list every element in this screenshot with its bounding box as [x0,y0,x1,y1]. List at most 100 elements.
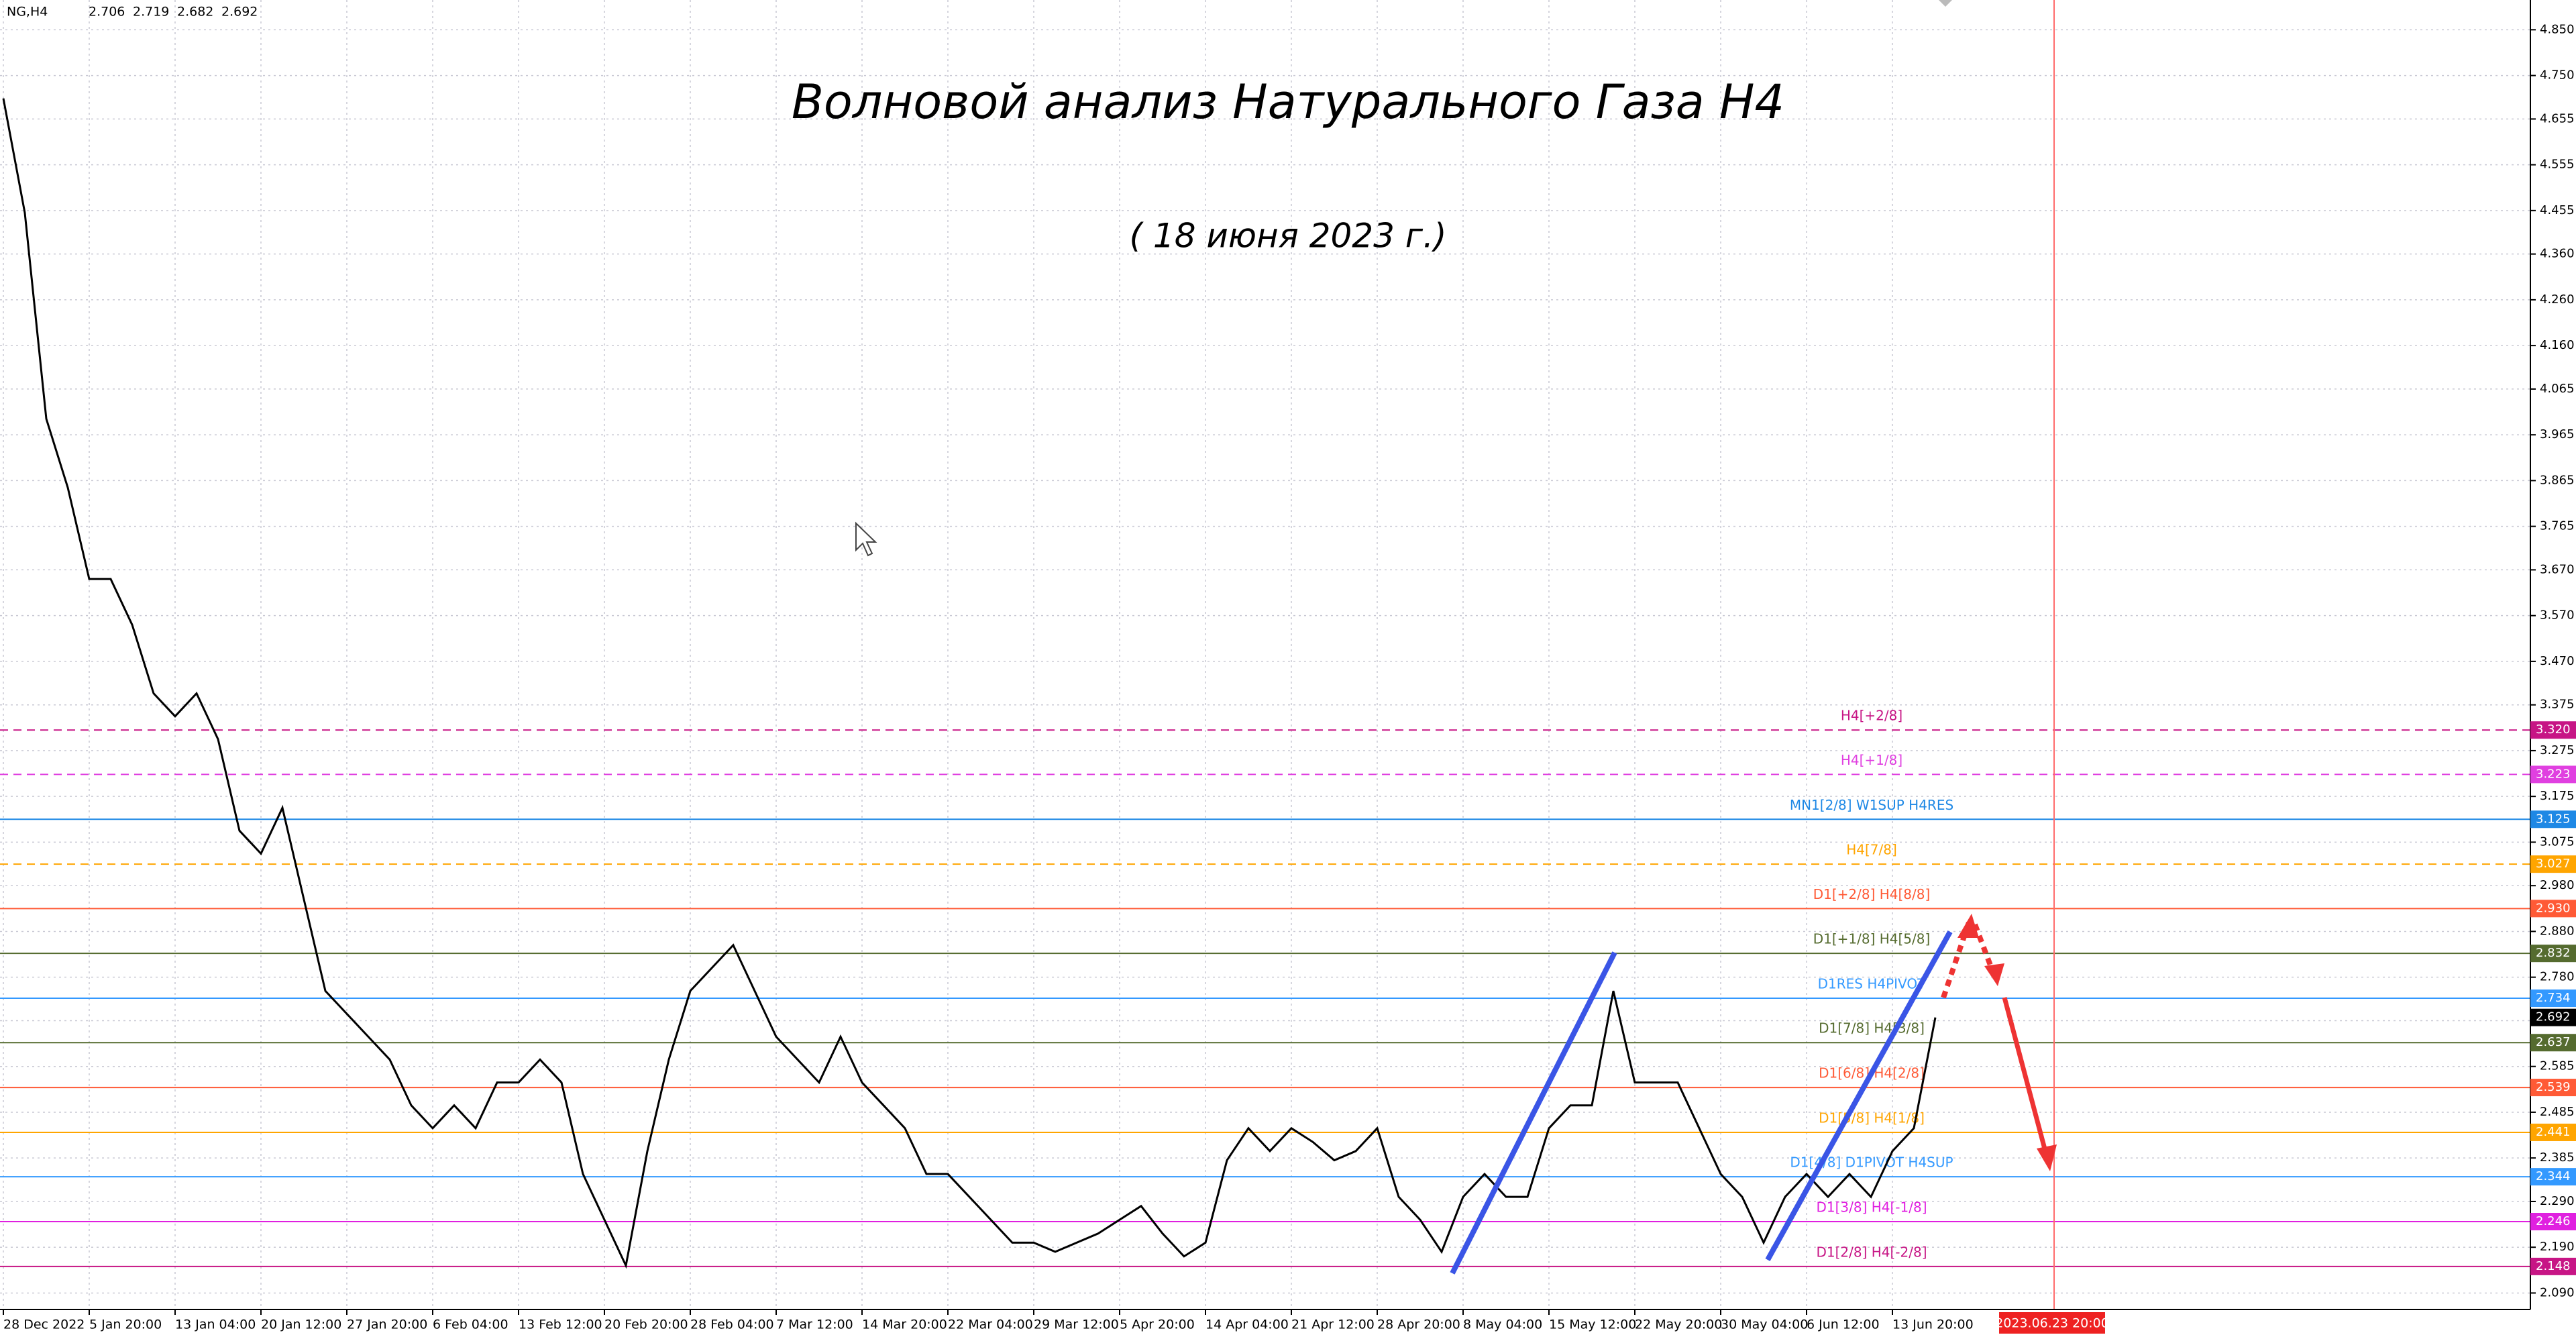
x-tick-label: 6 Jun 12:00 [1807,1318,1880,1332]
x-tick-label: 14 Mar 20:00 [862,1318,947,1332]
price-axis [2530,0,2576,1339]
x-tick-label: 22 May 20:00 [1635,1318,1722,1332]
x-tick-label: 27 Jan 20:00 [347,1318,427,1332]
y-tick-label: 2.290 [2540,1194,2575,1208]
time-marker-label: 2023.06.23 20:00 [1995,1316,2109,1331]
chart-title: Волновой анализ Натурального Газа H4 [792,74,1784,129]
y-tick-label: 3.570 [2540,608,2575,623]
ohlc-value: 2.682 [177,5,213,19]
y-tick-label: 4.260 [2540,292,2575,307]
y-tick-label: 3.865 [2540,473,2575,487]
level-label: D1[4/8] D1PIVOT H4SUP [1790,1155,1953,1171]
x-tick-label: 13 Jan 04:00 [175,1318,256,1332]
arrow-head [1984,963,2004,986]
level-price-box [2530,855,2576,873]
y-tick-label: 2.190 [2540,1240,2575,1254]
y-tick-label: 4.850 [2540,22,2575,36]
level-label: D1[+2/8] H4[8/8] [1813,886,1931,902]
level-price-box [2530,721,2576,739]
x-tick-label: 20 Jan 12:00 [261,1318,341,1332]
chart-subtitle: ( 18 июня 2023 г.) [1130,217,1447,256]
level-label: D1[7/8] H4[3/8] [1819,1020,1925,1036]
level-price-box [2530,765,2576,784]
x-tick-label: 13 Jun 20:00 [1892,1318,1974,1332]
level-price-label: 2.148 [2536,1259,2571,1273]
y-tick-label: 3.965 [2540,427,2575,441]
level-label: H4[+1/8] [1841,752,1902,768]
x-tick-label: 20 Feb 20:00 [604,1318,688,1332]
x-tick-label: 28 Feb 04:00 [690,1318,774,1332]
wave-line [1450,951,1617,1275]
level-price-label: 2.734 [2536,991,2571,1005]
symbol: NG,H4 [7,5,48,19]
wave-annotations [1450,914,2057,1275]
y-tick-label: 3.470 [2540,654,2575,668]
x-tick-label: 5 Apr 20:00 [1120,1318,1195,1332]
wave-line [1765,930,1953,1261]
x-tick-label: 6 Feb 04:00 [433,1318,508,1332]
level-price-box [2530,810,2576,828]
level-price-box [2530,1123,2576,1141]
x-tick-label: 28 Apr 20:00 [1377,1318,1460,1332]
level-price-box [2530,945,2576,963]
level-price-box [2530,989,2576,1008]
y-tick-label: 4.065 [2540,382,2575,396]
y-tick-label: 3.375 [2540,698,2575,712]
x-tick-label: 15 May 12:00 [1549,1318,1636,1332]
level-price-box [2530,1257,2576,1275]
level-price-label: 3.320 [2536,722,2571,737]
level-label: H4[+2/8] [1841,708,1902,724]
y-tick-label: 4.455 [2540,203,2575,217]
level-price-label: 2.441 [2536,1125,2571,1139]
y-tick-label: 4.555 [2540,158,2575,172]
y-tick-label: 2.880 [2540,924,2575,938]
arrow-head [2037,1144,2057,1171]
axes: 4.850 4.750 4.655 4.555 4.455 4.360 4.260 4.160… [3,22,2576,1332]
level-price-label: 2.246 [2536,1214,2571,1228]
y-tick-label: 3.175 [2540,789,2575,803]
arrow-head [1957,914,1979,938]
price [2,98,1937,1269]
x-tick-label: 13 Feb 12:00 [519,1318,602,1332]
level-price-label: 3.027 [2536,857,2571,871]
x-tick-label: 5 Jan 20:00 [89,1318,162,1332]
y-tick-label: 4.160 [2540,338,2575,352]
y-tick-label: 3.275 [2540,743,2575,757]
ohlc: 2.706 2.719 2.682 2.692 [89,5,258,19]
x-tick-label: 7 Mar 12:00 [776,1318,853,1332]
level-price-box [2530,900,2576,918]
y-tick-label: 2.385 [2540,1150,2575,1165]
level-label: H4[7/8] [1846,842,1897,858]
level-label: D1[2/8] H4[-2/8] [1816,1244,1927,1260]
y-tick-label: 2.980 [2540,878,2575,892]
y-tick-label: 4.655 [2540,111,2575,125]
y-tick-label: 2.780 [2540,970,2575,984]
current-price-label: 2.692 [2536,1010,2571,1024]
level-price-box [2530,1079,2576,1097]
y-tick-label: 4.360 [2540,247,2575,261]
grid [0,0,2530,1309]
y-tick-label: 3.765 [2540,519,2575,533]
level-price-box [2530,1034,2576,1052]
ohlc-value: 2.706 [89,5,125,19]
y-tick-label: 4.750 [2540,68,2575,83]
level-price-label: 2.930 [2536,901,2571,915]
forecast-arrow [2002,997,2049,1155]
time-marker-box [1999,1312,2105,1334]
x-tick-label: 14 Apr 04:00 [1205,1318,1289,1332]
level-price-label: 3.125 [2536,812,2571,826]
x-tick-label: 30 May 04:00 [1721,1318,1808,1332]
x-tick-label: 29 Mar 12:00 [1034,1318,1119,1332]
x-tick-label: 8 May 04:00 [1463,1318,1542,1332]
levels: H4[+2/8] H4[+1/8] MN1[2/8] W1SUP H4RES H4[7… [0,708,2530,1267]
ohlc-value: 2.692 [221,5,258,19]
y-tick-label: 3.075 [2540,835,2575,849]
y-tick-label: 2.485 [2540,1105,2575,1119]
forecast-dotted [1972,923,1996,975]
level-price-label: 3.223 [2536,767,2571,781]
current-price-box [2530,1008,2576,1026]
level-price-label: 2.637 [2536,1035,2571,1049]
x-tick-label: 21 Apr 12:00 [1291,1318,1375,1332]
level-price-label: 2.344 [2536,1169,2571,1183]
